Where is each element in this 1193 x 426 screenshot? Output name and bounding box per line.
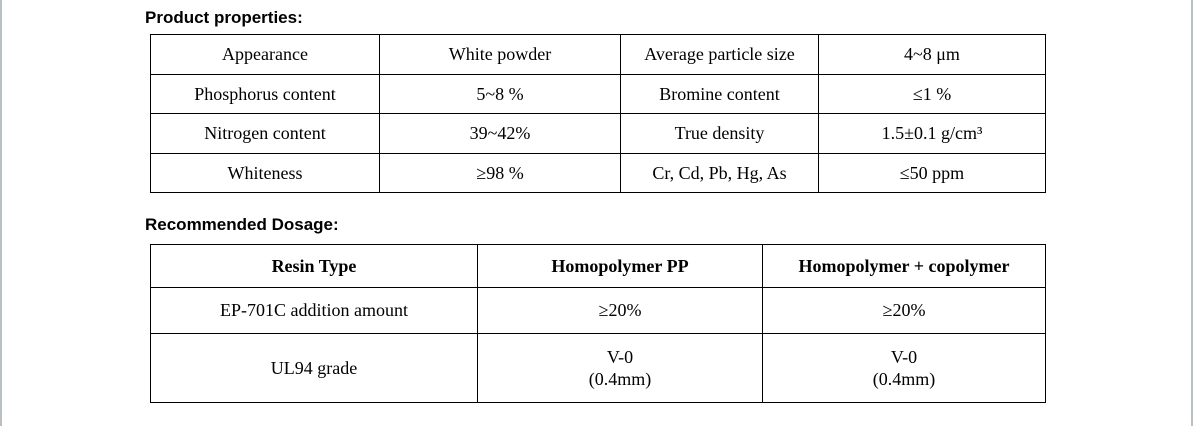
property-label: Average particle size xyxy=(620,34,819,75)
dosage-value: ≥20% xyxy=(477,287,763,334)
dosage-value: ≥20% xyxy=(762,287,1046,334)
dosage-value: V-0 (0.4mm) xyxy=(477,333,763,403)
table-row: EP-701C addition amount ≥20% ≥20% xyxy=(150,287,1046,334)
table-row: Whiteness ≥98 % Cr, Cd, Pb, Hg, As ≤50 p… xyxy=(150,152,1046,193)
table-row: UL94 grade V-0 (0.4mm) V-0 (0.4mm) xyxy=(150,333,1046,403)
section-title-recommended-dosage: Recommended Dosage: xyxy=(145,215,339,234)
property-label: Phosphorus content xyxy=(150,73,380,114)
property-label: Appearance xyxy=(150,34,380,75)
property-label: True density xyxy=(620,113,819,154)
property-label: Bromine content xyxy=(620,73,819,114)
column-header-homopolymer-copolymer: Homopolymer + copolymer xyxy=(762,244,1046,288)
property-value: ≤1 % xyxy=(818,73,1046,114)
property-value: ≥98 % xyxy=(379,152,621,193)
table-row: Appearance White powder Average particle… xyxy=(150,34,1046,75)
dosage-value: V-0 (0.4mm) xyxy=(762,333,1046,403)
property-value: 4~8 μm xyxy=(818,34,1046,75)
table-header-row: Resin Type Homopolymer PP Homopolymer + … xyxy=(150,244,1046,288)
property-value: ≤50 ppm xyxy=(818,152,1046,193)
product-properties-table: Appearance White powder Average particle… xyxy=(150,34,1046,193)
column-header-homopolymer-pp: Homopolymer PP xyxy=(477,244,763,288)
table-row: Nitrogen content 39~42% True density 1.5… xyxy=(150,113,1046,154)
property-label: Cr, Cd, Pb, Hg, As xyxy=(620,152,819,193)
property-value: 5~8 % xyxy=(379,73,621,114)
dosage-label: EP-701C addition amount xyxy=(150,287,478,334)
table-row: Phosphorus content 5~8 % Bromine content… xyxy=(150,73,1046,114)
section-title-product-properties: Product properties: xyxy=(145,8,303,27)
recommended-dosage-table: Resin Type Homopolymer PP Homopolymer + … xyxy=(150,244,1046,403)
property-value: White powder xyxy=(379,34,621,75)
dosage-label: UL94 grade xyxy=(150,333,478,403)
property-value: 39~42% xyxy=(379,113,621,154)
property-label: Nitrogen content xyxy=(150,113,380,154)
column-header-resin-type: Resin Type xyxy=(150,244,478,288)
property-label: Whiteness xyxy=(150,152,380,193)
property-value: 1.5±0.1 g/cm³ xyxy=(818,113,1046,154)
